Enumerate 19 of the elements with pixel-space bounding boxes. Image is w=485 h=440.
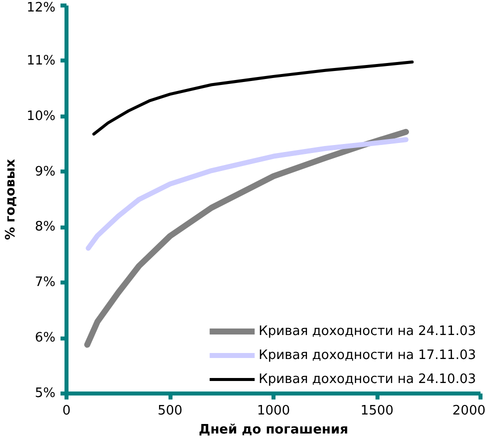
x-axis-title: Дней до погашения — [198, 422, 348, 438]
y-axis-title: % годовых — [4, 158, 19, 240]
y-tick-label: 8% — [34, 220, 56, 235]
x-tick-label: 1500 — [360, 404, 394, 418]
y-tick-label: 12% — [26, 0, 56, 16]
y-tick-label: 5% — [34, 386, 56, 401]
x-tick-label: 500 — [158, 404, 182, 418]
legend-label: Кривая доходности на 17.11.03 — [258, 348, 476, 362]
legend-label: Кривая доходности на 24.10.03 — [258, 372, 476, 386]
y-tick-label: 6% — [34, 330, 56, 346]
y-tick-label: 11% — [26, 53, 56, 68]
y-tick-label: 10% — [26, 108, 56, 124]
y-tick-label: 9% — [34, 164, 56, 180]
legend-label: Кривая доходности на 24.11.03 — [258, 324, 476, 338]
line-series — [92, 60, 414, 136]
x-tick-label: 1000 — [256, 404, 290, 418]
x-tick-label: 2000 — [452, 404, 485, 418]
y-tick-label: 7% — [34, 275, 56, 290]
x-tick-label: 0 — [62, 404, 71, 418]
